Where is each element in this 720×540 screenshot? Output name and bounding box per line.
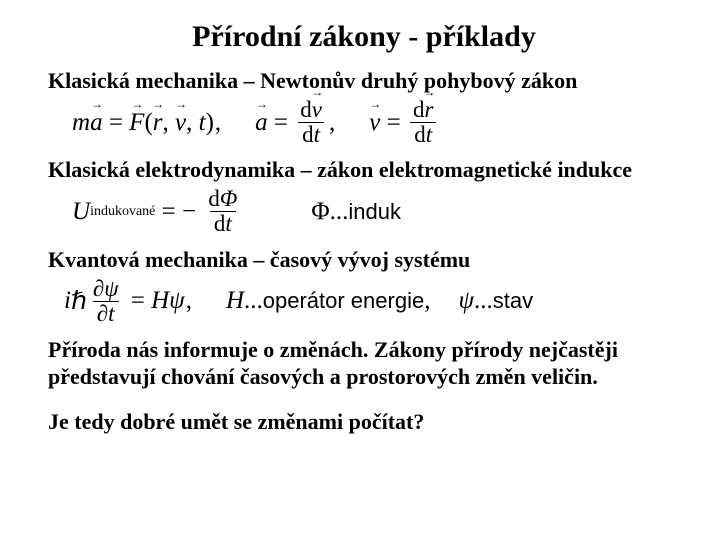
eq-faraday-note: Φ...induk <box>311 198 401 226</box>
equation-newton: ma = F(r, v, t), a = dvdt, v = drdt <box>72 98 680 147</box>
section-heading-faraday: Klasická elektrodynamika – zákon elektro… <box>48 157 680 183</box>
eq-schrodinger-note2: ψ...stav <box>458 287 533 315</box>
summary-paragraph: Příroda nás informuje o změnách. Zákony … <box>48 336 680 391</box>
equation-schrodinger: iℏ ∂ψ∂t = Hψ, H...operátor energie, ψ...… <box>64 277 680 326</box>
equation-faraday: Uindukované = − dΦdt Φ...induk <box>72 187 680 236</box>
eq-faraday-lhs: Uindukované = − dΦdt <box>72 187 243 236</box>
section-heading-newton: Klasická mechanika – Newtonův druhý pohy… <box>48 68 680 94</box>
eq-schrodinger-main: iℏ ∂ψ∂t = Hψ, <box>64 277 198 326</box>
slide-title: Přírodní zákony - příklady <box>48 20 680 54</box>
eq-schrodinger-note1: H...operátor energie, <box>226 287 431 315</box>
section-heading-qm: Kvantová mechanika – časový vývoj systém… <box>48 247 680 273</box>
eq-newton-part3: v = drdt <box>369 98 439 147</box>
closing-question: Je tedy dobré umět se změnami počítat? <box>48 409 680 435</box>
eq-newton-part2: a = dvdt, <box>255 98 341 147</box>
slide: Přírodní zákony - příklady Klasická mech… <box>0 0 720 455</box>
eq-newton-part1: ma = F(r, v, t), <box>72 109 227 137</box>
